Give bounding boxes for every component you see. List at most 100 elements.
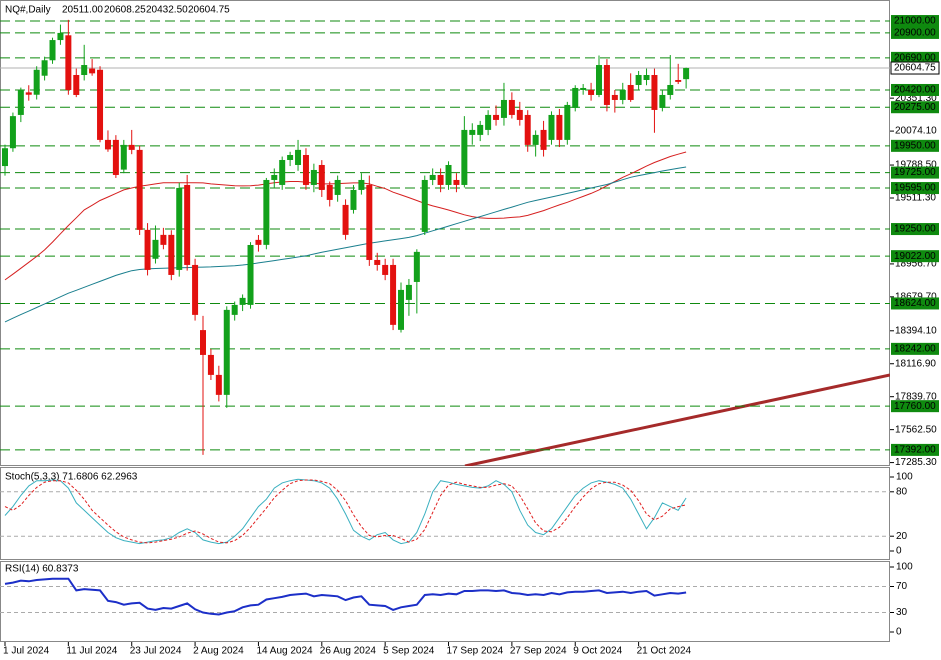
candle-body (437, 174, 444, 185)
x-tick-label: 23 Jul 2024 (130, 646, 182, 657)
level-label: 19950.00 (894, 140, 936, 151)
y-tick-label: 20 (896, 531, 908, 542)
y-tick-label: 20351.30 (895, 93, 937, 104)
x-tick-label: 27 Sep 2024 (510, 646, 567, 657)
x-tick-label: 26 Aug 2024 (320, 646, 377, 657)
level-label: 18242.00 (894, 344, 936, 355)
level-label: 20900.00 (894, 28, 936, 39)
level-box (891, 250, 939, 263)
level-label: 17392.00 (894, 445, 936, 456)
candle-body (516, 109, 523, 120)
candle-body (104, 139, 111, 150)
level-box (891, 223, 939, 236)
candle-body (223, 309, 230, 395)
candle-body (548, 114, 555, 140)
moving-average (4, 151, 687, 281)
level-label: 19725.00 (894, 167, 936, 178)
candle-body (564, 104, 571, 140)
candle-body (413, 251, 420, 282)
level-label: 20420.00 (894, 85, 936, 96)
candle-body (136, 149, 143, 230)
candle-body (627, 84, 634, 100)
x-tick-label: 11 Jul 2024 (66, 646, 117, 657)
candle-body (81, 65, 88, 76)
candle-body (89, 68, 96, 74)
candle-body (382, 264, 389, 275)
x-tick-label: 1 Jul 2024 (3, 646, 50, 657)
rsi-label: RSI(14) 60.8373 (5, 564, 79, 575)
candle-body (33, 69, 40, 95)
candle-body (461, 129, 468, 185)
candle-body (667, 84, 674, 95)
candle-body (572, 87, 579, 108)
y-tick-label: 17839.70 (895, 391, 937, 402)
level-label: 19022.00 (894, 251, 936, 262)
chart-title: NQ#,Daily (5, 5, 51, 16)
candle-body (429, 174, 436, 180)
candle-body (326, 184, 333, 200)
candle-body (9, 116, 16, 149)
y-tick-label: 18116.90 (895, 358, 936, 369)
level-box (891, 15, 939, 28)
candle-body (358, 179, 365, 190)
candle-body (97, 69, 104, 140)
x-tick-label: 9 Oct 2024 (573, 646, 622, 657)
candle-body (279, 159, 286, 185)
candle-body (302, 155, 309, 185)
level-box (891, 182, 939, 195)
y-tick-label: 17562.50 (895, 424, 937, 435)
candle-body (310, 169, 317, 185)
rsi-line (4, 577, 687, 616)
candle-body (603, 65, 610, 105)
candle-body (580, 87, 587, 90)
candle-body (350, 189, 357, 210)
candle-body (112, 139, 119, 175)
moving-average (4, 166, 687, 323)
candle-body (540, 129, 547, 150)
candle-body (73, 75, 80, 95)
candle-body (374, 259, 381, 265)
candle-body (2, 148, 8, 167)
level-box (891, 51, 939, 64)
candle-body (160, 234, 167, 245)
y-tick-label: 0 (896, 627, 902, 638)
main-panel (0, 0, 890, 466)
candle-body (477, 124, 484, 135)
trendline (464, 373, 890, 466)
y-tick-label: 18679.70 (895, 291, 937, 302)
candle-body (366, 184, 373, 260)
y-tick-label: 70 (896, 581, 908, 592)
candle-body (493, 114, 500, 120)
rsi-panel (0, 561, 890, 642)
y-tick-label: 18956.70 (895, 259, 937, 270)
candle-body (532, 134, 539, 145)
x-tick-label: 17 Sep 2024 (447, 646, 504, 657)
main-plot (0, 19, 890, 455)
x-tick-label: 14 Aug 2024 (256, 646, 313, 657)
level-label: 20690.00 (894, 53, 936, 64)
candle-body (334, 179, 341, 195)
level-box (891, 83, 939, 96)
level-label: 19250.00 (894, 224, 936, 235)
candle-body (215, 374, 222, 395)
y-tick-label: 19788.50 (895, 160, 937, 171)
level-box (891, 139, 939, 152)
candle-body (263, 179, 270, 245)
stochastic-line (4, 479, 687, 544)
candle-body (635, 75, 642, 85)
candle-body (287, 155, 294, 160)
candle-body (683, 68, 690, 80)
level-label: 20275.00 (894, 102, 936, 113)
level-label: 17760.00 (894, 401, 936, 412)
candle-body (485, 114, 492, 130)
level-label: 19595.00 (894, 183, 936, 194)
candle-body (239, 297, 246, 305)
candle-body (421, 179, 428, 232)
header-open: 20511.00 (62, 5, 103, 16)
level-box (891, 443, 939, 456)
candle-body (207, 354, 214, 375)
candle-body (152, 239, 159, 259)
stoch-label: Stoch(5,3,3) 71.6806 62.2963 (5, 472, 138, 483)
stochastic-line (4, 478, 687, 545)
